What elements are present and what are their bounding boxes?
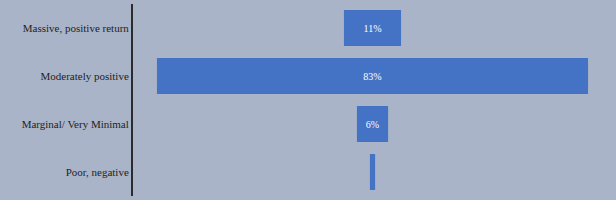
svg-text:Marginal/ Very Minimal: Marginal/ Very Minimal: [22, 118, 129, 130]
svg-text:Moderately positive: Moderately positive: [41, 70, 129, 82]
svg-text:11%: 11%: [364, 23, 382, 34]
svg-text:Massive, positive return: Massive, positive return: [23, 22, 130, 34]
svg-text:Poor, negative: Poor, negative: [66, 166, 129, 178]
svg-text:83%: 83%: [363, 71, 381, 82]
svg-text:6%: 6%: [366, 119, 379, 130]
